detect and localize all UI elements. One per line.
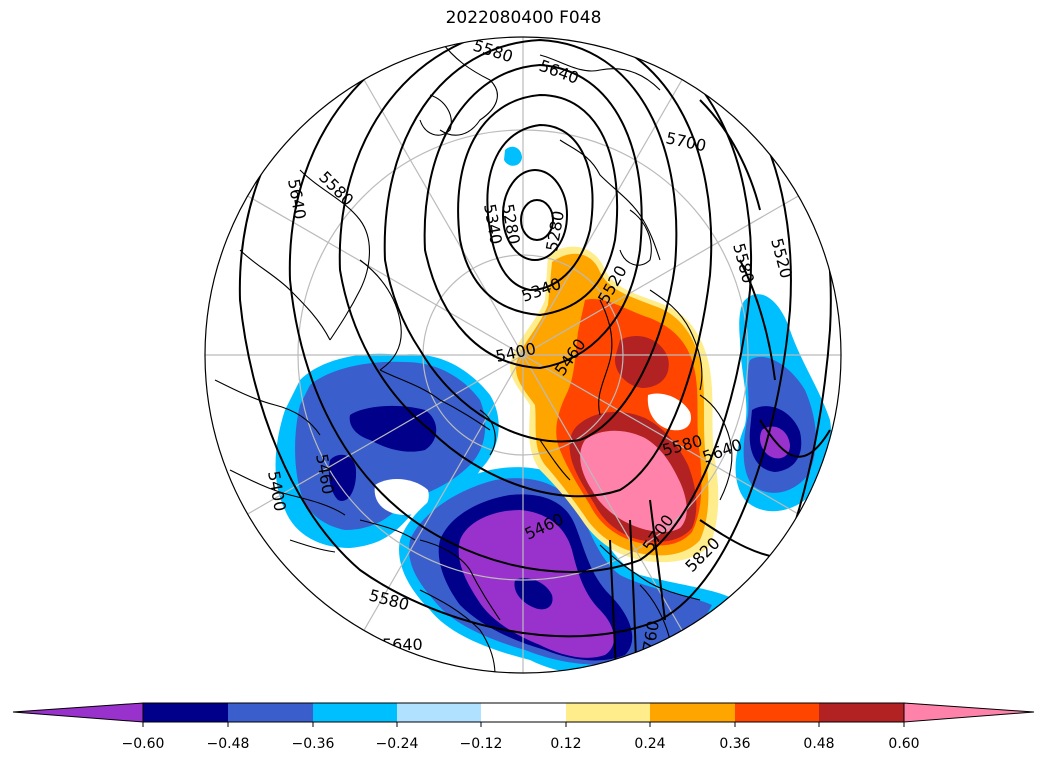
- colorbar-extend-right: [903, 702, 1035, 723]
- pos-anomaly-pink: [580, 430, 687, 532]
- colorbar: −0.60 −0.48 −0.36 −0.24 −0.12 0.12 0.24 …: [12, 702, 1035, 752]
- colorbar-tick-label: −0.60: [122, 736, 165, 752]
- colorbar-segment: [735, 703, 819, 722]
- graticule: [205, 37, 841, 673]
- colorbar-segment: [566, 703, 650, 722]
- colorbar-tick-label: 0.36: [719, 736, 750, 752]
- map-disk: 5580 5640 5700 5580 5520 5640 5580 5280 …: [205, 37, 841, 673]
- colorbar-tick-label: −0.48: [207, 736, 250, 752]
- colorbar-segment: [228, 703, 313, 722]
- colorbar-segment: [143, 703, 228, 722]
- colorbar-tick-label: 0.12: [550, 736, 581, 752]
- neg-anomaly-small-north: [504, 146, 522, 166]
- map-boundary: [204, 36, 842, 674]
- colorbar-tick-label: 0.48: [803, 736, 834, 752]
- contour-label: 5640: [382, 635, 423, 654]
- colorbar-segment: [819, 703, 904, 722]
- map-title: 2022080400 F048: [445, 8, 602, 28]
- colorbar-segment: [481, 703, 566, 722]
- colorbar-segment: [650, 703, 735, 722]
- colorbar-tick-label: −0.24: [376, 736, 419, 752]
- colorbar-segment: [313, 703, 397, 722]
- colorbar-ticks: [142, 722, 905, 727]
- neg-anomaly-dark-west2: [328, 454, 357, 501]
- colorbar-outline: [142, 702, 905, 723]
- neutral-hole: [374, 478, 429, 515]
- colorbar-tick-label: −0.12: [460, 736, 503, 752]
- colorbar-segment: [397, 703, 481, 722]
- pos-anomaly-darkred-top: [614, 336, 669, 388]
- colorbar-tick-label: 0.60: [888, 736, 919, 752]
- colorbar-extend-left: [12, 702, 144, 723]
- neg-anomaly-purple-south-inner-hole: [514, 578, 553, 610]
- colorbar-tick-label: −0.36: [292, 736, 335, 752]
- colorbar-tick-label: 0.24: [634, 736, 665, 752]
